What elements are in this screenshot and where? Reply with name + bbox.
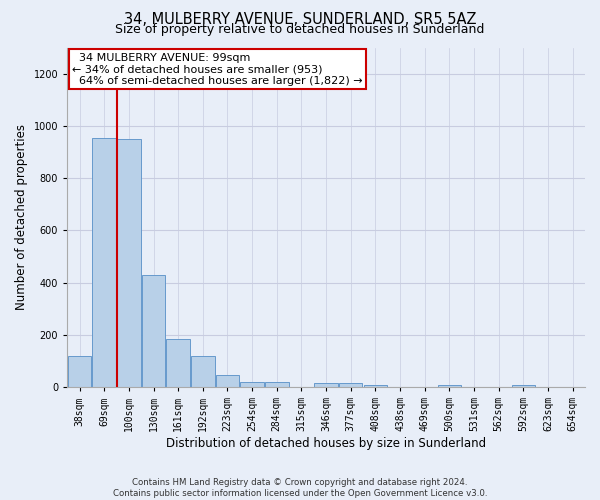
Bar	[92, 138, 116, 387]
Bar	[117, 139, 140, 387]
Bar	[241, 382, 264, 387]
Text: Size of property relative to detached houses in Sunderland: Size of property relative to detached ho…	[115, 22, 485, 36]
Text: Contains HM Land Registry data © Crown copyright and database right 2024.
Contai: Contains HM Land Registry data © Crown c…	[113, 478, 487, 498]
Bar	[339, 383, 362, 387]
Bar	[314, 383, 338, 387]
Bar	[265, 382, 289, 387]
Bar	[68, 356, 91, 387]
X-axis label: Distribution of detached houses by size in Sunderland: Distribution of detached houses by size …	[166, 437, 486, 450]
Bar	[142, 275, 165, 387]
Bar	[364, 384, 387, 387]
Bar	[437, 384, 461, 387]
Y-axis label: Number of detached properties: Number of detached properties	[15, 124, 28, 310]
Bar	[512, 384, 535, 387]
Bar	[191, 356, 215, 387]
Bar	[166, 339, 190, 387]
Text: 34 MULBERRY AVENUE: 99sqm  
← 34% of detached houses are smaller (953)
  64% of : 34 MULBERRY AVENUE: 99sqm ← 34% of detac…	[73, 52, 363, 86]
Bar	[216, 376, 239, 387]
Text: 34, MULBERRY AVENUE, SUNDERLAND, SR5 5AZ: 34, MULBERRY AVENUE, SUNDERLAND, SR5 5AZ	[124, 12, 476, 28]
